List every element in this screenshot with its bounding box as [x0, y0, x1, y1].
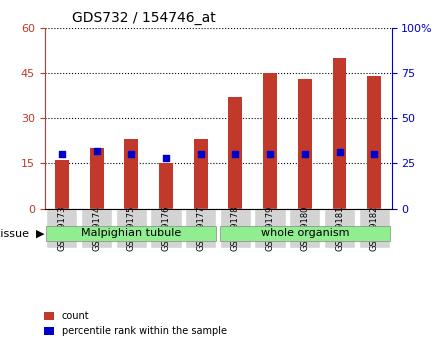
FancyBboxPatch shape — [324, 209, 355, 248]
Bar — [89, 148, 104, 209]
Point — [371, 151, 378, 157]
Point — [58, 151, 65, 157]
FancyBboxPatch shape — [46, 209, 77, 248]
FancyBboxPatch shape — [46, 226, 216, 241]
Point — [93, 148, 100, 154]
Bar — [159, 163, 173, 209]
FancyBboxPatch shape — [289, 209, 320, 248]
Bar — [263, 73, 277, 209]
Text: Malpighian tubule: Malpighian tubule — [81, 228, 182, 238]
Legend: count, percentile rank within the sample: count, percentile rank within the sample — [40, 307, 231, 340]
Bar — [194, 139, 208, 209]
Text: GDS732 / 154746_at: GDS732 / 154746_at — [72, 11, 216, 25]
FancyBboxPatch shape — [185, 209, 216, 248]
Bar — [367, 76, 381, 209]
Text: GSM29178: GSM29178 — [231, 206, 240, 251]
Point — [128, 151, 135, 157]
Point — [197, 151, 204, 157]
Point — [162, 155, 170, 161]
Text: GSM29176: GSM29176 — [162, 206, 170, 251]
Text: GSM29177: GSM29177 — [196, 206, 205, 251]
Text: GSM29182: GSM29182 — [370, 206, 379, 251]
Point — [301, 151, 308, 157]
Bar — [55, 160, 69, 209]
Text: whole organism: whole organism — [261, 228, 349, 238]
Point — [267, 151, 274, 157]
Text: GSM29175: GSM29175 — [127, 206, 136, 251]
Bar — [298, 79, 312, 209]
FancyBboxPatch shape — [150, 209, 182, 248]
Point — [232, 151, 239, 157]
Text: GSM29180: GSM29180 — [300, 206, 309, 251]
Bar — [228, 97, 243, 209]
Bar — [332, 58, 347, 209]
FancyBboxPatch shape — [116, 209, 147, 248]
Text: GSM29174: GSM29174 — [92, 206, 101, 251]
FancyBboxPatch shape — [359, 209, 390, 248]
Point — [336, 150, 343, 155]
FancyBboxPatch shape — [220, 209, 251, 248]
Text: GSM29173: GSM29173 — [57, 206, 66, 251]
FancyBboxPatch shape — [255, 209, 286, 248]
Text: GSM29179: GSM29179 — [266, 206, 275, 251]
FancyBboxPatch shape — [220, 226, 390, 241]
Bar — [124, 139, 138, 209]
Text: tissue  ▶: tissue ▶ — [0, 228, 44, 238]
Text: GSM29181: GSM29181 — [335, 206, 344, 251]
FancyBboxPatch shape — [81, 209, 112, 248]
